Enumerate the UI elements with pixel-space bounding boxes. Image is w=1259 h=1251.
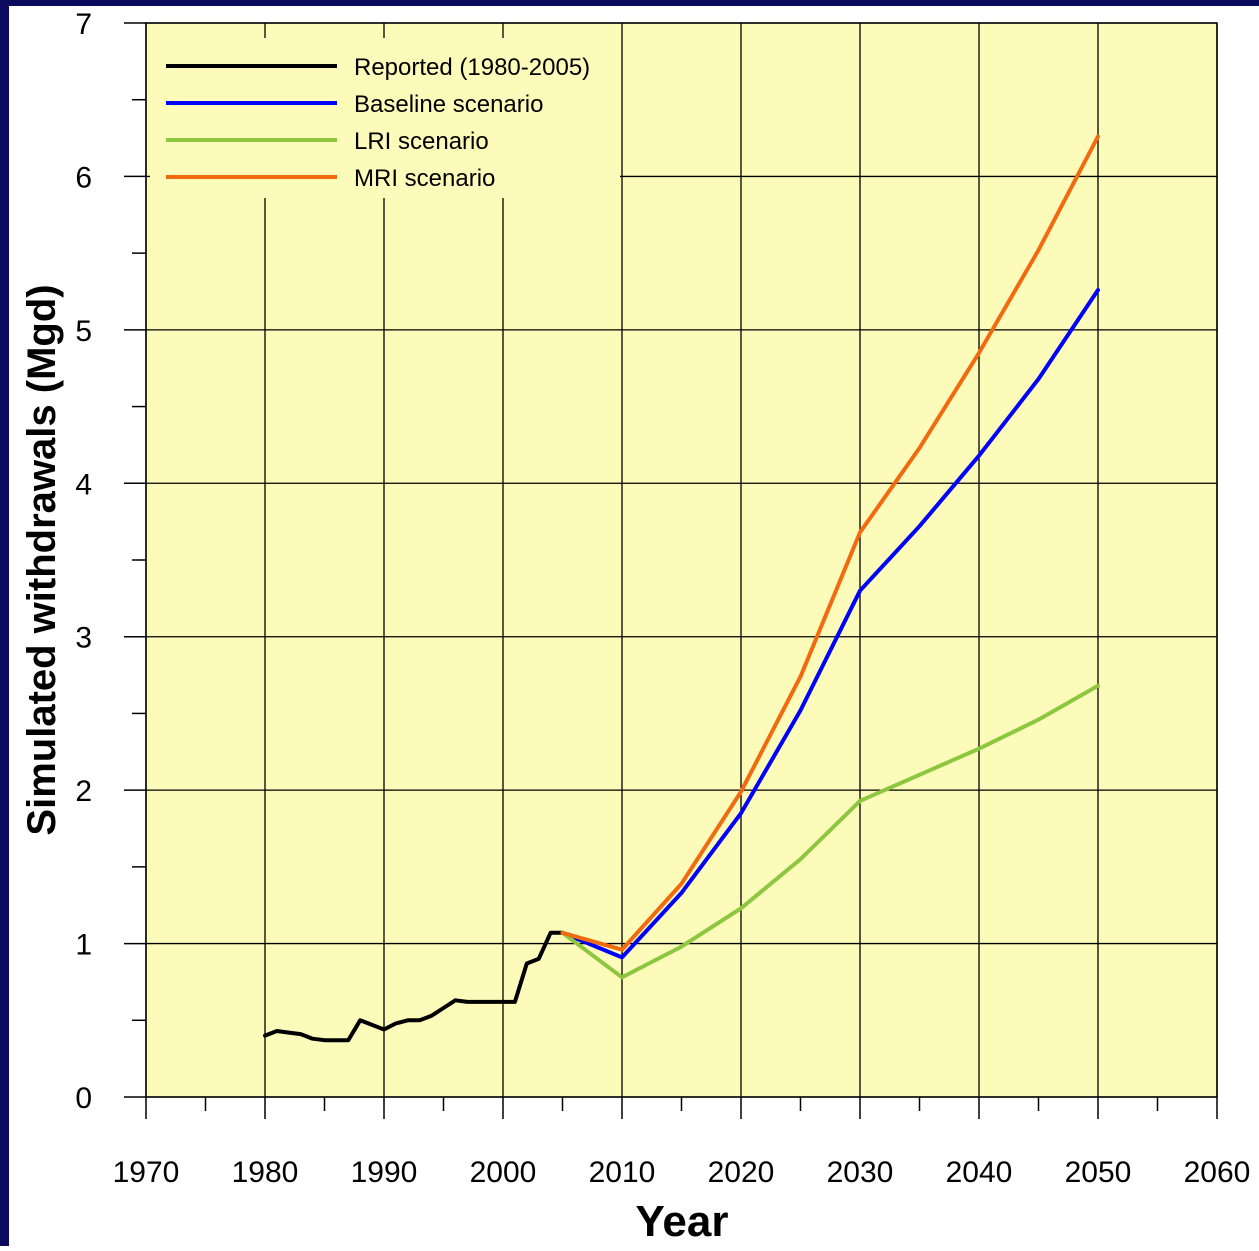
- y-tick-label: 5: [75, 315, 92, 348]
- series-line: [560, 134, 1100, 952]
- x-tick-label: 2060: [1184, 1156, 1251, 1189]
- x-tick-label: 1990: [351, 1156, 418, 1189]
- axes: 1970 1980 1990 2000 2010 2020 2030 2040 2050 2060…: [75, 8, 1250, 1189]
- y-tick-label: 6: [75, 161, 92, 194]
- x-tick-label: 2020: [708, 1156, 775, 1189]
- series-line: [560, 288, 1100, 960]
- x-tick-label: 2050: [1065, 1156, 1132, 1189]
- y-tick-label: 0: [75, 1082, 92, 1115]
- series-line: [263, 930, 565, 1043]
- x-tick-label: 1980: [232, 1156, 299, 1189]
- series-lines: [263, 134, 1100, 1043]
- legend-label: Reported (1980-2005): [354, 54, 590, 81]
- legend-label: MRI scenario: [354, 165, 495, 192]
- gridlines: [145, 22, 1218, 1098]
- frame-top-border: [0, 0, 1259, 6]
- series-line: [560, 683, 1100, 980]
- x-tick-label: 1970: [113, 1156, 180, 1189]
- y-tick-label: 4: [75, 468, 92, 501]
- plot-area: [145, 22, 1218, 1098]
- y-tick-label: 2: [75, 775, 92, 808]
- y-tick-label: 7: [75, 8, 92, 41]
- x-axis-label: Year: [636, 1197, 729, 1246]
- x-tick-label: 2010: [589, 1156, 656, 1189]
- frame-left-border: [0, 0, 9, 1246]
- legend-label: Baseline scenario: [354, 91, 543, 118]
- y-tick-label: 3: [75, 622, 92, 655]
- legend-label: LRI scenario: [354, 128, 489, 155]
- legend: Reported (1980-2005) Baseline scenario LRI…: [150, 38, 620, 198]
- y-tick-label: 1: [75, 929, 92, 962]
- x-tick-label: 2040: [946, 1156, 1013, 1189]
- x-tick-label: 2030: [827, 1156, 894, 1189]
- y-axis-label: Simulated withdrawals (Mgd): [20, 284, 64, 835]
- x-tick-label: 2000: [470, 1156, 537, 1189]
